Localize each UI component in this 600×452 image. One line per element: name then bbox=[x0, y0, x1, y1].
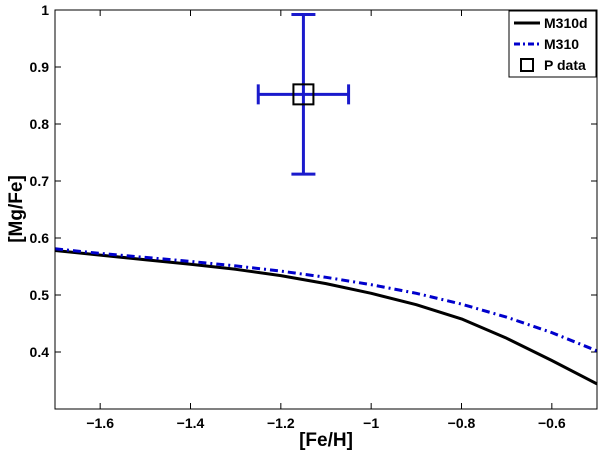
legend-label-m310d: M310d bbox=[544, 15, 588, 31]
y-tick-label: 0.5 bbox=[30, 287, 50, 303]
tick-labels: −1.6 −1.4 −1.2 −1 −0.8 −0.6 0.4 0.5 0.6 0.7 0.8 0.9… bbox=[30, 2, 566, 431]
series-line-m310 bbox=[54, 247, 598, 353]
square-marker bbox=[292, 83, 315, 106]
legend: M310d M310 P data bbox=[508, 10, 597, 78]
y-tick-label: 0.8 bbox=[30, 116, 50, 132]
points-layer bbox=[256, 13, 351, 176]
x-tick-label: −0.8 bbox=[448, 415, 476, 431]
x-axis-label: [Fe/H] bbox=[299, 430, 353, 451]
y-axis-label: [Mg/Fe] bbox=[6, 175, 27, 243]
y-tick-label: 1 bbox=[41, 2, 49, 18]
data-point-p-data bbox=[256, 13, 351, 176]
y-tick-label: 0.6 bbox=[30, 230, 50, 246]
series-line-m310d bbox=[54, 249, 598, 386]
x-tick-label: −1.4 bbox=[177, 415, 205, 431]
legend-label-p-data: P data bbox=[544, 57, 586, 73]
legend-label-m310: M310 bbox=[544, 36, 579, 52]
y-tick-label: 0.9 bbox=[30, 59, 50, 75]
plot-frame bbox=[54, 9, 598, 410]
y-tick-label: 0.4 bbox=[30, 344, 50, 360]
x-tick-label: −1 bbox=[363, 415, 379, 431]
x-tick-label: −1.6 bbox=[86, 415, 114, 431]
x-tick-label: −0.6 bbox=[538, 415, 566, 431]
y-tick-label: 0.7 bbox=[30, 173, 50, 189]
x-tick-label: −1.2 bbox=[267, 415, 295, 431]
series-layer bbox=[54, 247, 598, 386]
legend-marker-p-data bbox=[520, 58, 534, 72]
